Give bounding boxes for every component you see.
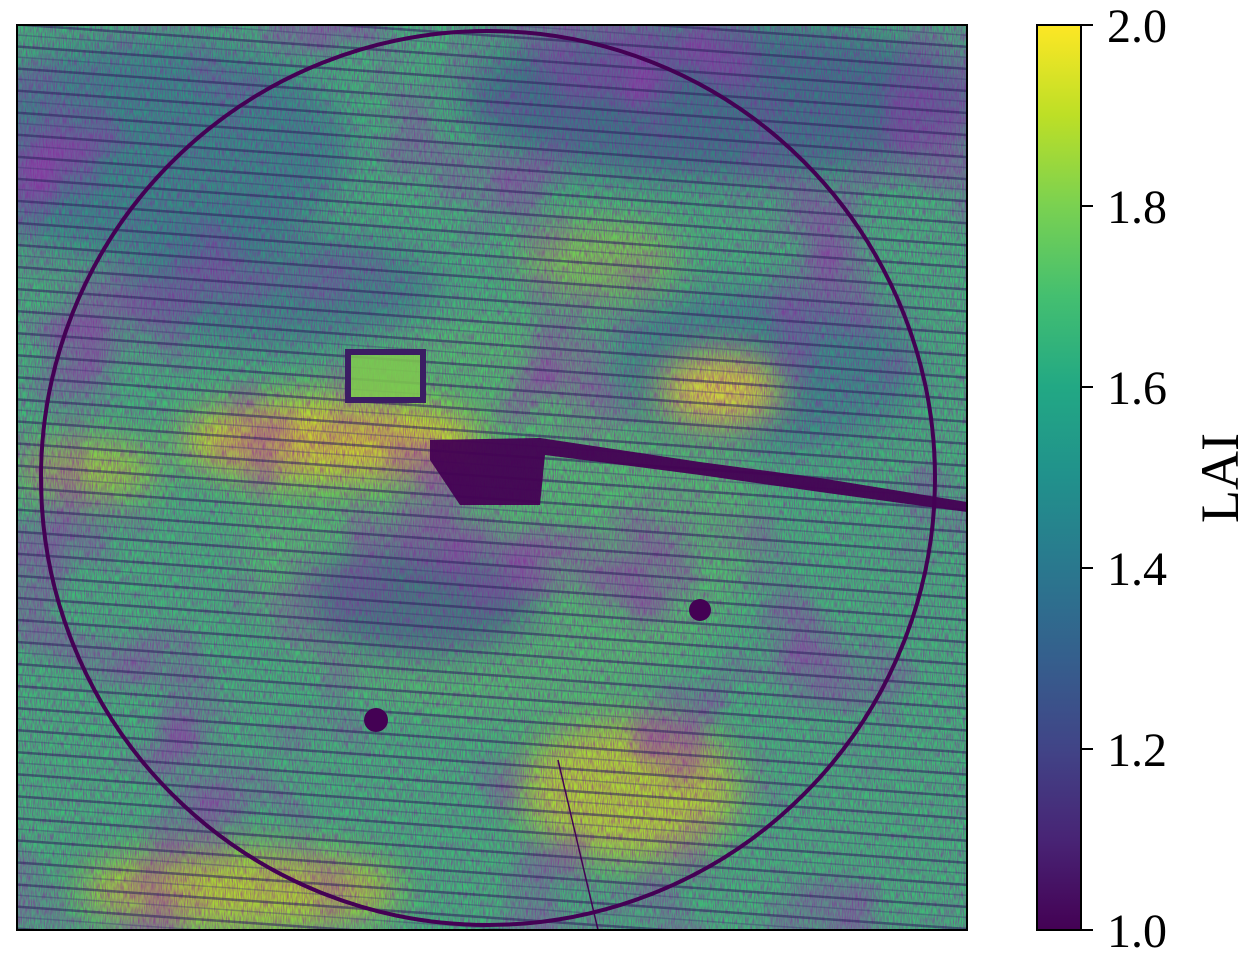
colorbar-tick-label: 1.2 (1107, 724, 1167, 777)
colorbar-gradient (1037, 25, 1081, 930)
center-structure (348, 352, 423, 400)
colorbar-tick-label: 1.4 (1107, 543, 1167, 596)
dark-spot (364, 708, 388, 732)
center-structure-rim (345, 349, 426, 403)
heatmap-image (17, 25, 967, 930)
colorbar-label: LAI (1190, 433, 1250, 523)
colorbar-ticks: 1.0 1.2 1.4 1.6 1.8 2.0 (1081, 0, 1167, 958)
field-boundary-circle (39, 29, 937, 927)
colorbar: 1.0 1.2 1.4 1.6 1.8 2.0 LAI (1036, 0, 1250, 958)
colorbar-tick-label: 1.0 (1107, 905, 1167, 958)
heatmap-frame (16, 24, 968, 931)
colorbar-frame (1036, 24, 1082, 931)
thin-line (557, 759, 599, 930)
colorbar-tick-label: 1.6 (1107, 362, 1167, 415)
colorbar-tick-label: 2.0 (1107, 0, 1167, 53)
dark-spot (689, 599, 711, 621)
colorbar-tick-label: 1.8 (1107, 181, 1167, 234)
dark-channel (430, 438, 967, 512)
